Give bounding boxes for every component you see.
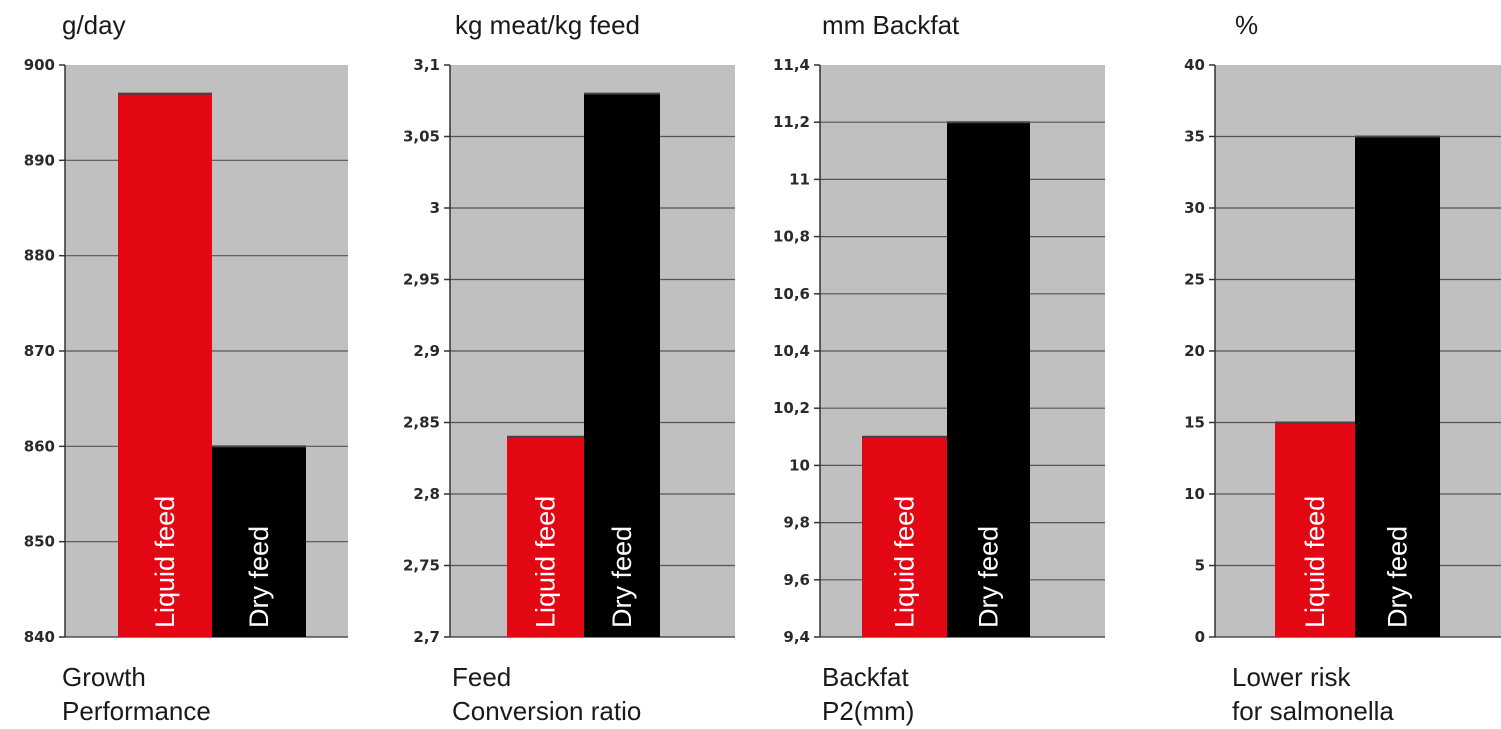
chart-caption: Growth Performance — [62, 660, 211, 728]
chart-caption: Backfat P2(mm) — [822, 660, 914, 728]
y-tick-label: 11,2 — [773, 113, 810, 131]
bar-label: Dry feed — [1383, 526, 1413, 628]
y-tick-label: 2,7 — [413, 628, 440, 646]
chart-caption: Lower risk for salmonella — [1232, 660, 1394, 728]
y-tick-label: 3,1 — [413, 56, 440, 74]
y-tick-label: 2,8 — [413, 485, 440, 503]
y-tick-label: 25 — [1184, 271, 1205, 289]
unit-label: g/day — [62, 10, 126, 40]
y-tick-label: 10,6 — [773, 285, 810, 303]
y-tick-label: 10 — [1184, 485, 1205, 503]
bar-liquid-feed — [862, 436, 947, 637]
y-tick-label: 900 — [24, 56, 55, 74]
y-tick-label: 3,05 — [403, 128, 440, 146]
unit-label: % — [1235, 10, 1259, 40]
y-tick-label: 9,4 — [783, 628, 810, 646]
bar-dry-feed — [212, 446, 306, 637]
caption-line: Feed — [452, 662, 512, 692]
y-tick-label: 0 — [1195, 628, 1205, 646]
caption-line: Backfat — [822, 662, 909, 692]
y-tick-label: 40 — [1184, 56, 1205, 74]
y-tick-label: 2,95 — [403, 271, 440, 289]
y-tick-label: 10,2 — [773, 399, 810, 417]
y-tick-label: 870 — [24, 342, 55, 360]
caption-line: Conversion ratio — [452, 696, 642, 726]
bar-dry-feed — [1355, 136, 1440, 637]
bar-liquid-feed — [507, 436, 584, 637]
bar-label: Dry feed — [607, 526, 637, 628]
y-tick-label: 2,85 — [403, 414, 440, 432]
y-tick-label: 3 — [430, 199, 440, 217]
y-tick-label: 860 — [24, 437, 55, 455]
y-tick-label: 9,6 — [783, 571, 810, 589]
y-tick-label: 30 — [1184, 199, 1205, 217]
bar-label: Dry feed — [974, 526, 1004, 628]
y-tick-label: 10 — [789, 456, 810, 474]
chart-caption: Feed Conversion ratio — [452, 660, 641, 728]
y-tick-label: 850 — [24, 533, 55, 551]
bar-liquid-feed — [118, 93, 212, 638]
bar-label: Dry feed — [244, 526, 274, 628]
y-tick-label: 20 — [1184, 342, 1205, 360]
y-tick-label: 11 — [789, 170, 810, 188]
bar-dry-feed — [947, 122, 1030, 637]
y-tick-label: 2,75 — [403, 557, 440, 575]
y-tick-label: 10,4 — [773, 342, 810, 360]
bar-dry-feed — [584, 93, 660, 638]
caption-line: P2(mm) — [822, 696, 915, 726]
caption-line: Growth — [62, 662, 146, 692]
y-tick-label: 10,8 — [773, 228, 810, 246]
bar-liquid-feed — [1275, 422, 1355, 637]
y-tick-label: 880 — [24, 247, 55, 265]
y-tick-label: 5 — [1195, 557, 1205, 575]
bar-label: Liquid feed — [150, 496, 180, 628]
y-tick-label: 2,9 — [413, 342, 440, 360]
bar-label: Liquid feed — [1300, 496, 1330, 628]
caption-line: Lower risk — [1232, 662, 1351, 692]
unit-label: mm Backfat — [822, 10, 960, 40]
y-tick-label: 890 — [24, 151, 55, 169]
y-tick-label: 840 — [24, 628, 55, 646]
y-tick-label: 35 — [1184, 128, 1205, 146]
caption-line: for salmonella — [1232, 696, 1394, 726]
y-tick-label: 9,8 — [783, 514, 810, 532]
unit-label: kg meat/kg feed — [455, 10, 640, 40]
caption-line: Performance — [62, 696, 211, 726]
bar-label: Liquid feed — [531, 496, 561, 628]
y-tick-label: 15 — [1184, 414, 1205, 432]
bar-label: Liquid feed — [890, 496, 920, 628]
y-tick-label: 11,4 — [773, 56, 810, 74]
